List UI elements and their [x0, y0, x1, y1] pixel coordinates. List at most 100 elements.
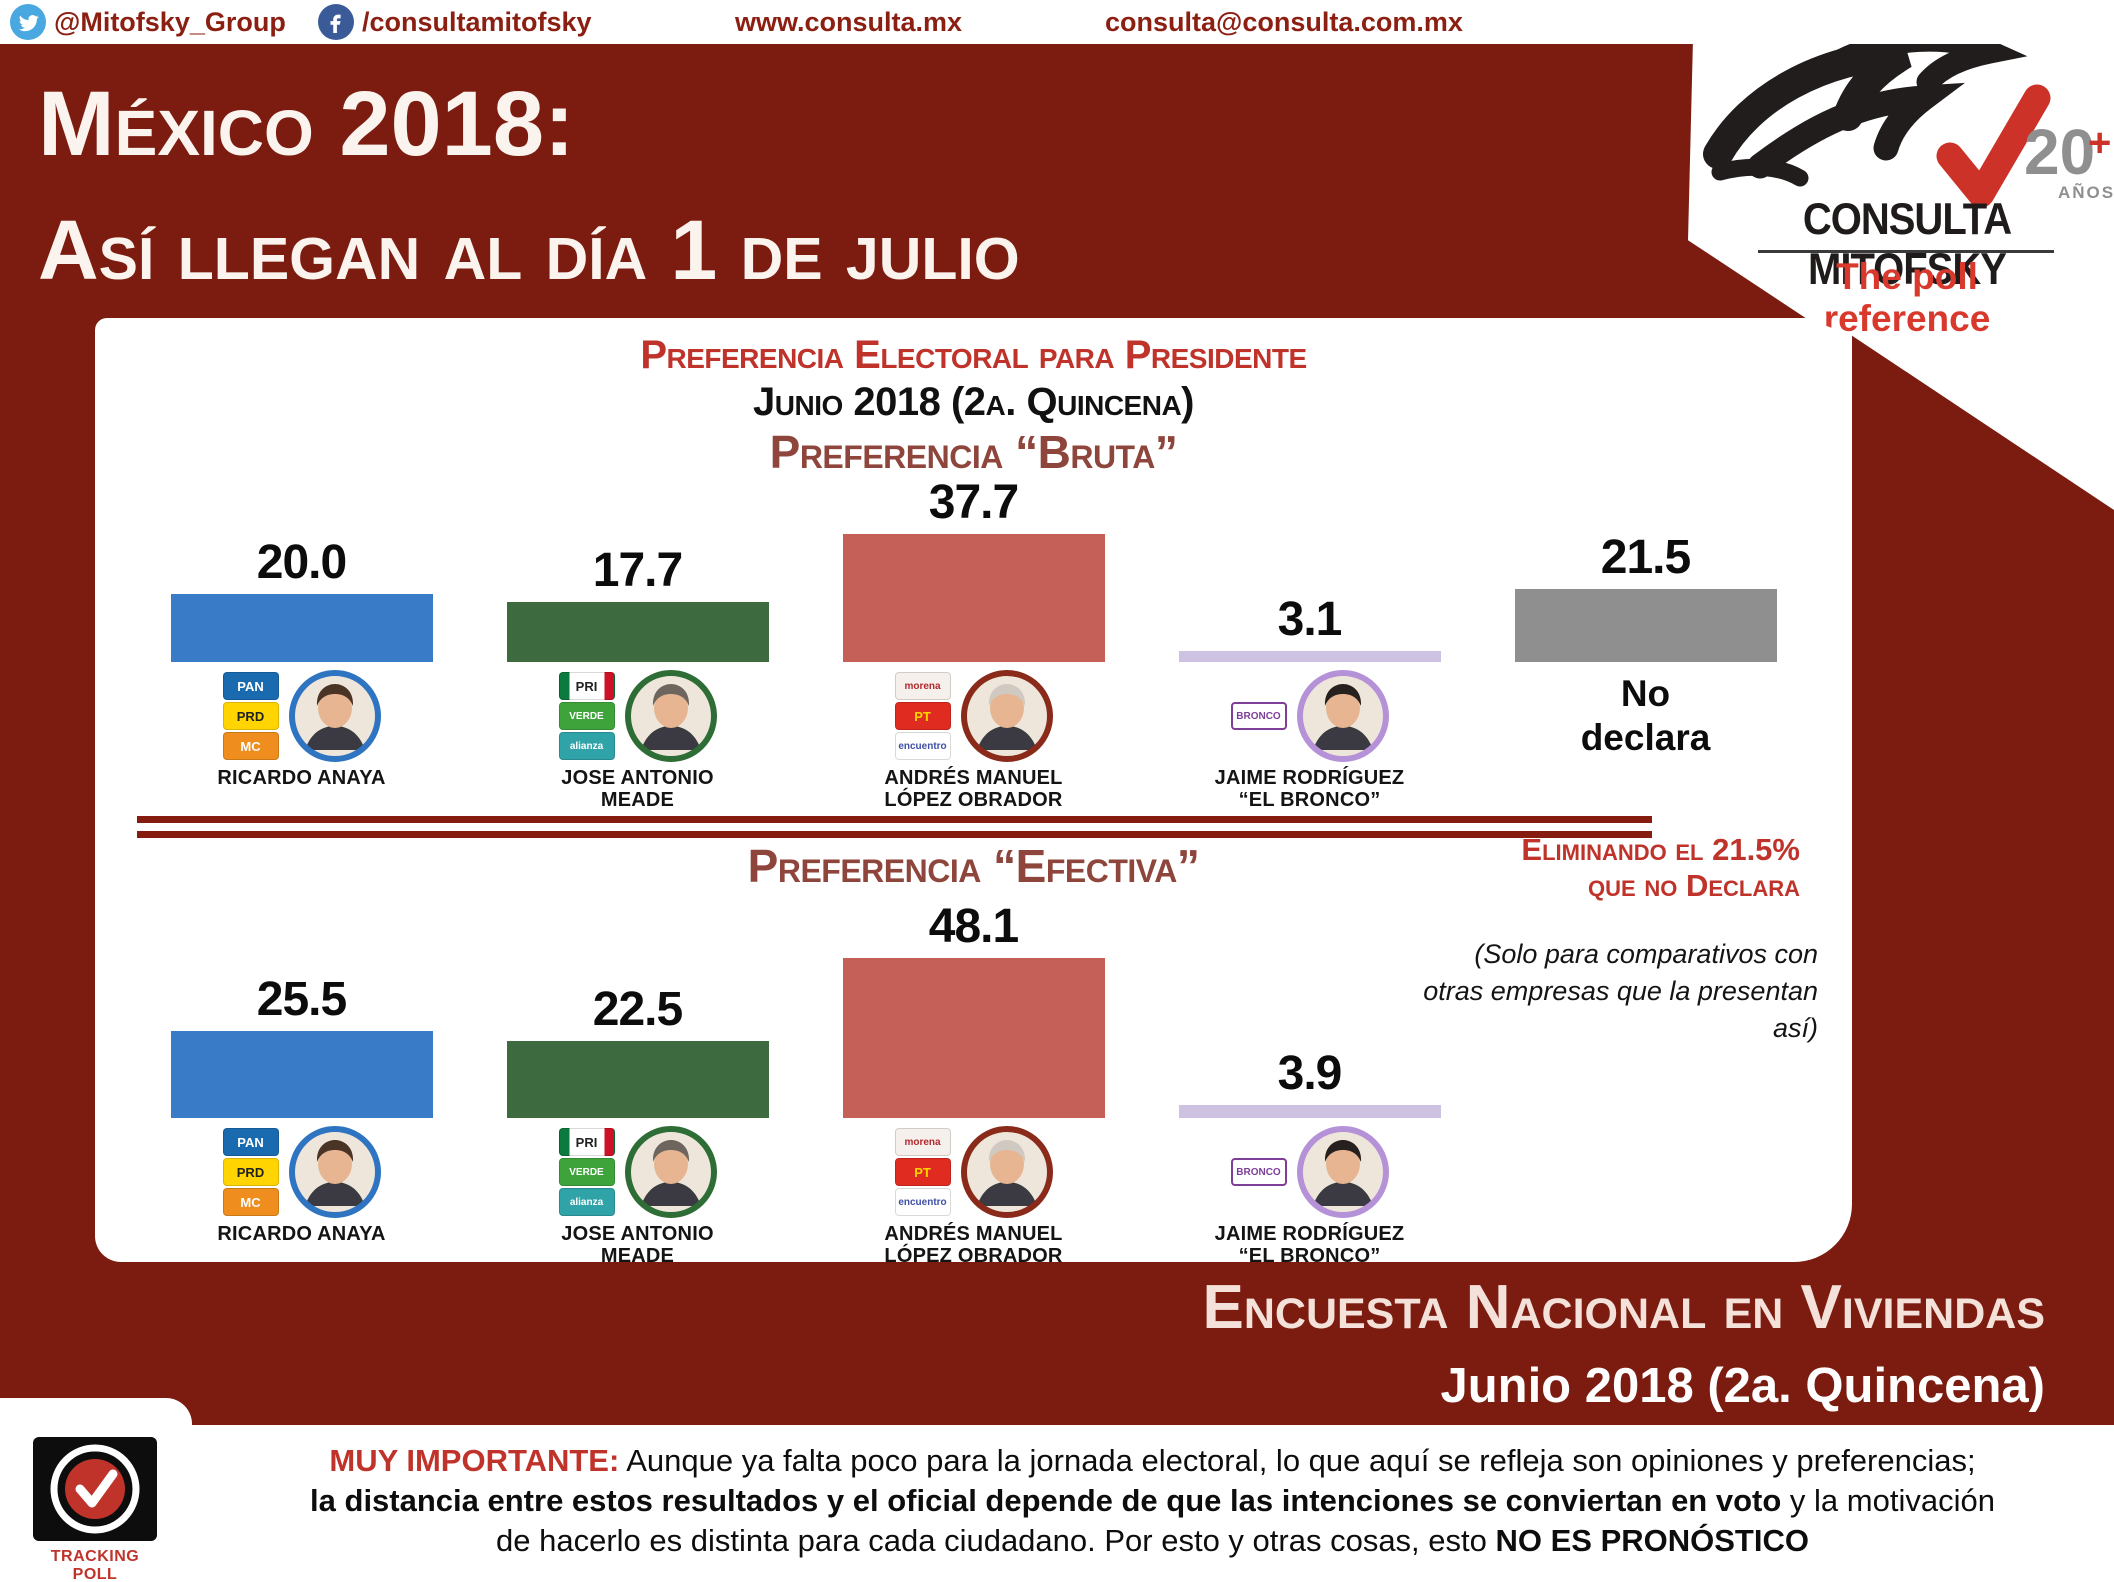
party-chip-prd: PRD: [222, 1158, 279, 1186]
party-chip-bronco: BRONCO: [1230, 702, 1287, 730]
tracking-poll-logo: TRACKING POLL ROY CAMPOS: [30, 1437, 160, 1582]
chart2-header: Preferencia “Efectiva” Eliminando el 21.…: [95, 832, 1852, 903]
disclaimer-important-label: MUY IMPORTANTE:: [329, 1443, 620, 1478]
candidate-avatar: [288, 670, 381, 762]
candidate-avatar: [1296, 670, 1389, 762]
party-chip-pan: PAN: [222, 1128, 279, 1156]
candidate-avatar: [1296, 1126, 1389, 1218]
candidate-name-line: RICARDO ANAYA: [217, 767, 386, 789]
logo-years-plus: +: [2088, 121, 2111, 165]
email-link[interactable]: consulta@consulta.com.mx: [1105, 0, 1463, 44]
candidate-name-line: “EL BRONCO”: [1238, 1245, 1381, 1267]
facebook-handle-link[interactable]: /consultamitofsky: [318, 0, 592, 44]
party-chip-pt: PT: [894, 702, 951, 730]
candidate-avatar: [624, 670, 717, 762]
party-chip-prd: PRD: [222, 702, 279, 730]
candidate-name: RICARDO ANAYA: [217, 767, 385, 789]
bar: [170, 1031, 433, 1118]
disclaimer-line3: de hacerlo es distinta para cada ciudada…: [496, 1523, 1496, 1558]
candidate-name: JAIME RODRÍGUEZ “EL BRONCO”: [1215, 1223, 1405, 1267]
brand-name: CONSULTA MITOFSKY: [1802, 194, 2012, 295]
no-declara-label: No declara: [1581, 672, 1711, 760]
section-divider: [137, 816, 1652, 838]
bar-value-label: 20.0: [256, 536, 347, 589]
eliminando-note-line1: Eliminando el 21.5%: [1521, 832, 1800, 867]
chart2-title: Preferencia “Efectiva”: [747, 840, 1200, 892]
candidate-name: ANDRÉS MANUEL LÓPEZ OBRADOR: [884, 1223, 1062, 1267]
chart-column: 21.5 No declara: [1478, 478, 1814, 808]
bar-value-label: 22.5: [592, 983, 683, 1036]
candidate-avatar: [288, 1126, 381, 1218]
facebook-handle-text: /consultamitofsky: [362, 6, 592, 37]
bar-value-label: 25.5: [256, 973, 347, 1026]
candidate-name-line: LÓPEZ OBRADOR: [884, 1245, 1063, 1267]
party-chip-verde: VERDE: [558, 1158, 615, 1186]
party-chip-mc: MC: [222, 1188, 279, 1216]
no-declara-line: declara: [1580, 717, 1711, 758]
party-chips: morena PT encuentro: [894, 672, 951, 760]
chart-main-title: Preferencia Electoral para Presidente: [640, 333, 1307, 377]
candidate-avatar: [960, 1126, 1053, 1218]
bar: [842, 534, 1105, 662]
party-chip-morena: morena: [894, 672, 951, 700]
candidate-logos-row: PRI VERDE alianza: [558, 670, 717, 762]
bar-value-label: 48.1: [928, 900, 1019, 953]
party-chip-alianza: alianza: [558, 732, 615, 760]
chart-column: 37.7 morena PT encuentro ANDRÉS MANUEL LÓPEZ …: [806, 478, 1142, 811]
chart-efectiva: 25.5 PAN PRD MC RICARDO ANAYA 22.5 PRI VERDE ali…: [134, 900, 1818, 1267]
candidate-name: JOSE ANTONIO MEADE: [561, 1223, 713, 1267]
social-topbar: @Mitofsky_Group /consultamitofsky www.co…: [0, 0, 2114, 44]
charts-card: Preferencia Electoral para Presidente Ju…: [95, 318, 1852, 1267]
chart-column: 17.7 PRI VERDE alianza JOSE ANTONIO MEADE: [470, 478, 806, 811]
label-cell: morena PT encuentro ANDRÉS MANUEL LÓPEZ OBRA…: [806, 1118, 1142, 1267]
party-chips: BRONCO: [1230, 702, 1287, 730]
party-chip-morena: morena: [894, 1128, 951, 1156]
twitter-icon: [10, 4, 46, 40]
twitter-handle-text: @Mitofsky_Group: [54, 6, 286, 37]
twitter-handle-link[interactable]: @Mitofsky_Group: [10, 0, 286, 44]
party-chips: PRI VERDE alianza: [558, 672, 615, 760]
party-chip-es: encuentro: [894, 1188, 951, 1216]
brand-rule: [1758, 250, 2054, 253]
label-cell: PAN PRD MC RICARDO ANAYA: [134, 1118, 470, 1264]
label-cell: PRI VERDE alianza JOSE ANTONIO MEADE: [470, 1118, 806, 1267]
party-chips: BRONCO: [1230, 1158, 1287, 1186]
survey-title: Encuesta Nacional en Viviendas: [1202, 1273, 2045, 1342]
bar-cell: 20.0: [134, 478, 470, 662]
bar-cell: 3.9: [1142, 902, 1478, 1118]
bar-value-label: 37.7: [928, 476, 1019, 529]
party-chip-bronco: BRONCO: [1230, 1158, 1287, 1186]
no-declara-line: No: [1620, 673, 1671, 714]
candidate-logos-row: BRONCO: [1230, 1126, 1389, 1218]
brand-tagline: The poll reference: [1823, 256, 1991, 339]
candidate-name-line: JAIME RODRÍGUEZ: [1214, 767, 1405, 789]
label-cell: PAN PRD MC RICARDO ANAYA: [134, 662, 470, 808]
chart-subtitle: Junio 2018 (2a. Quincena): [753, 380, 1194, 424]
bar: [842, 958, 1105, 1118]
website-link[interactable]: www.consulta.mx: [735, 0, 962, 44]
chart-column: 25.5 PAN PRD MC RICARDO ANAYA: [134, 902, 470, 1264]
checkmark-icon: [1936, 84, 2051, 206]
candidate-logos-row: PAN PRD MC: [222, 1126, 381, 1218]
divider-line: [137, 831, 1652, 838]
party-chip-mc: MC: [222, 732, 279, 760]
bar: [170, 594, 433, 662]
candidate-avatar: [624, 1126, 717, 1218]
label-cell: morena PT encuentro ANDRÉS MANUEL LÓPEZ OBRA…: [806, 662, 1142, 811]
disclaimer-text: MUY IMPORTANTE: Aunque ya falta poco par…: [205, 1441, 2100, 1561]
page-title-line2: Así llegan al día 1 de julio: [38, 203, 1020, 297]
tracking-poll-label: TRACKING POLL: [50, 1548, 140, 1582]
party-chips: PRI VERDE alianza: [558, 1128, 615, 1216]
bar-value-label: 21.5: [1600, 531, 1691, 584]
candidate-logos-row: morena PT encuentro: [894, 1126, 1053, 1218]
tracking-poll-check-icon: [33, 1437, 157, 1541]
logo-years: 20: [2024, 116, 2095, 188]
bar: [1514, 589, 1777, 662]
candidate-name: JOSE ANTONIO MEADE: [561, 767, 713, 811]
disclaimer-line1: Aunque ya falta poco para la jornada ele…: [619, 1443, 1976, 1478]
candidate-name-line: JAIME RODRÍGUEZ: [1214, 1223, 1405, 1245]
note-column: (Solo para comparativos con otras empres…: [1423, 902, 1818, 1264]
candidate-name-line: JOSE ANTONIO: [561, 767, 714, 789]
candidate-name-line: “EL BRONCO”: [1238, 789, 1381, 811]
bar-cell: 37.7: [806, 478, 1142, 662]
